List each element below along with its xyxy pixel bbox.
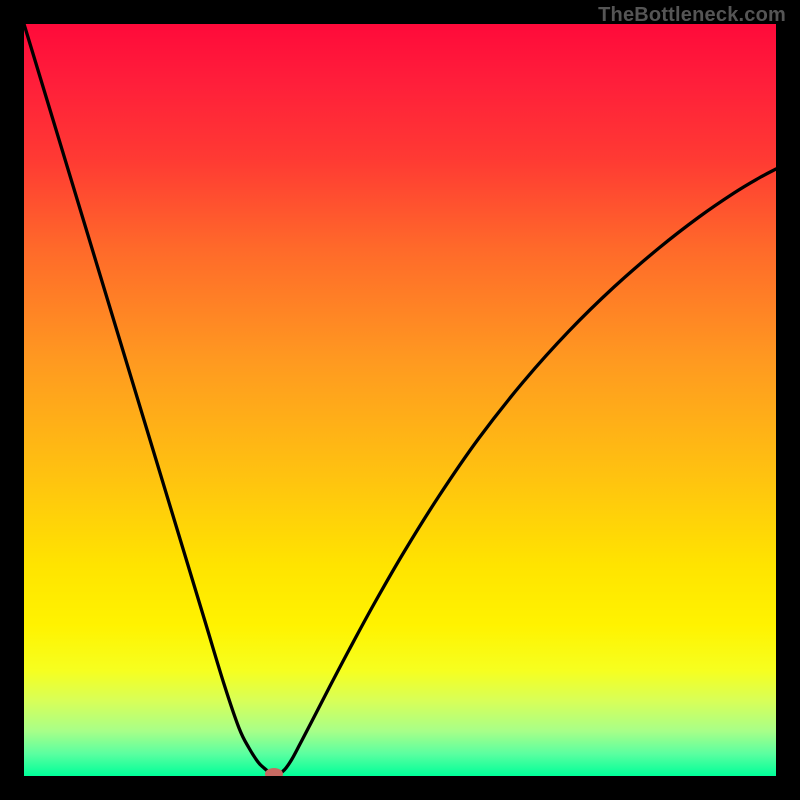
bottleneck-curve [24,24,776,776]
plot-area [24,24,776,776]
watermark-text: TheBottleneck.com [598,4,786,27]
minimum-marker [265,768,283,776]
curve-path [24,24,776,775]
